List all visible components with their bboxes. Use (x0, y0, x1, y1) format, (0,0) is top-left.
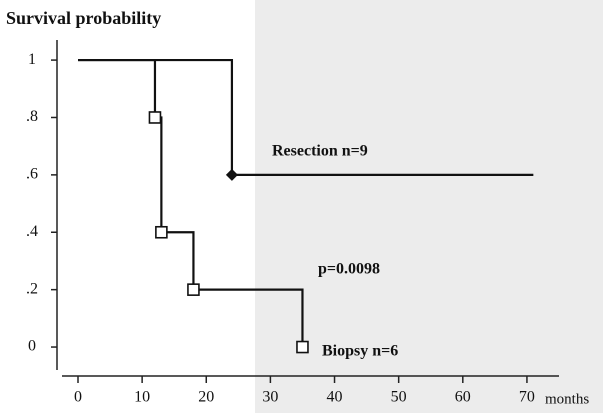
y-tick-label: 0 (28, 338, 36, 355)
annotation: p=0.0098 (318, 261, 380, 278)
chart-title: Survival probability (6, 8, 161, 28)
event-marker (148, 111, 162, 124)
background-photo (255, 0, 603, 413)
x-tick-label: 50 (391, 389, 407, 406)
x-tick-label: 10 (134, 389, 150, 406)
x-tick-label: 0 (74, 389, 82, 406)
x-tick-label: 20 (198, 389, 214, 406)
x-tick-label: 60 (455, 389, 471, 406)
event-marker (155, 225, 168, 239)
series-label: Biopsy n=6 (322, 343, 398, 360)
y-tick-label: .6 (26, 166, 38, 183)
y-tick-label: .2 (26, 280, 38, 297)
series-label: Resection n=9 (272, 143, 368, 160)
event-marker (225, 168, 238, 181)
x-tick-label: 30 (262, 389, 278, 406)
y-tick-label: .8 (26, 108, 38, 125)
y-tick-label: .4 (26, 223, 38, 240)
y-tick-label: 1 (28, 51, 36, 68)
x-tick-label: 40 (327, 389, 343, 406)
x-axis-label: months (545, 391, 589, 407)
event-marker (187, 283, 200, 296)
x-tick-label: 70 (519, 389, 535, 406)
event-marker (296, 340, 309, 354)
